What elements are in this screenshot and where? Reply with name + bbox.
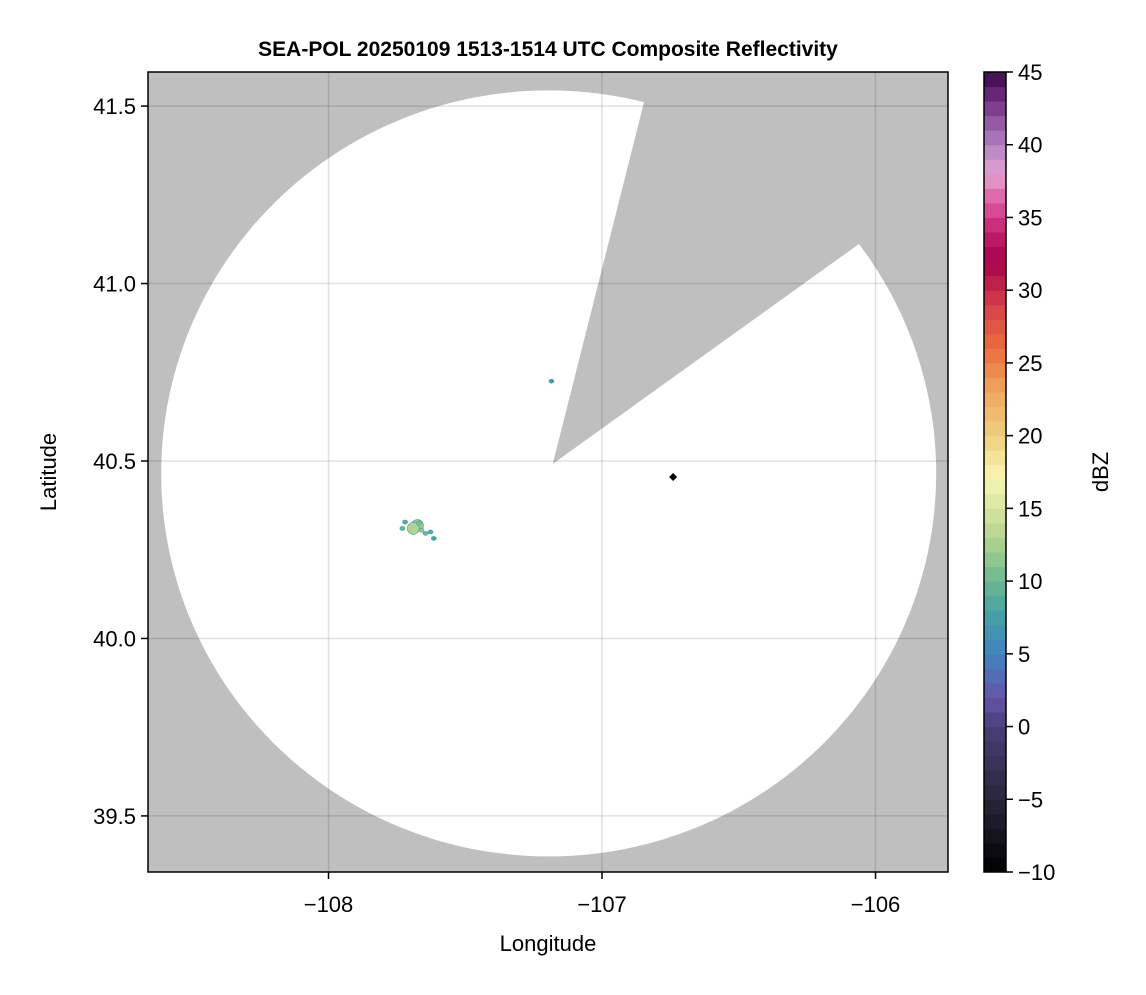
colorbar-band — [984, 653, 1006, 669]
reflectivity-echo — [406, 522, 420, 535]
colorbar-band — [984, 232, 1006, 248]
colorbar-tick-label: 0 — [1018, 715, 1030, 740]
x-axis: −108 −107 −106 — [304, 872, 901, 917]
colorbar-tick-label: 45 — [1018, 60, 1042, 85]
colorbar-band — [984, 435, 1006, 451]
colorbar-band — [984, 639, 1006, 655]
colorbar-band — [984, 173, 1006, 189]
colorbar-band — [984, 202, 1006, 218]
colorbar-band — [984, 508, 1006, 524]
y-tick-label: 41.0 — [93, 272, 136, 297]
y-tick-label: 41.5 — [93, 94, 136, 119]
x-tick-label: −108 — [304, 892, 354, 917]
colorbar-band — [984, 86, 1006, 102]
colorbar-tick-label: 10 — [1018, 569, 1042, 594]
colorbar-band — [984, 101, 1006, 117]
reflectivity-echo — [422, 531, 429, 536]
y-axis-label: Latitude — [36, 433, 61, 511]
colorbar-band — [984, 130, 1006, 146]
colorbar-tick-label: 20 — [1018, 424, 1042, 449]
reflectivity-echo — [415, 520, 422, 526]
colorbar-band — [984, 552, 1006, 568]
colorbar-band — [984, 479, 1006, 495]
colorbar-band — [984, 115, 1006, 131]
location-marker — [669, 472, 678, 481]
colorbar-frame — [983, 71, 1007, 873]
colorbar-tick-label: 35 — [1018, 205, 1042, 230]
colorbar-band — [984, 682, 1006, 698]
colorbar-band — [984, 770, 1006, 786]
blocked-sector — [552, 72, 948, 464]
colorbar-tick-label: 15 — [1018, 496, 1042, 521]
colorbar-band — [984, 784, 1006, 800]
colorbar-band — [984, 144, 1006, 160]
colorbar-band — [984, 261, 1006, 277]
reflectivity-echo — [431, 536, 437, 541]
colorbar-band — [984, 406, 1006, 422]
colorbar-band — [984, 421, 1006, 437]
colorbar-tick-label: 30 — [1018, 278, 1042, 303]
colorbar-band — [984, 668, 1006, 684]
colorbar-band — [984, 246, 1006, 262]
colorbar-band — [984, 799, 1006, 815]
colorbar-tick-label: −10 — [1018, 860, 1055, 885]
colorbar-band — [984, 362, 1006, 378]
colorbar-band — [984, 697, 1006, 713]
reflectivity-echo — [402, 519, 408, 525]
colorbar-band — [984, 333, 1006, 349]
x-tick-label: −107 — [577, 892, 627, 917]
colorbar: −10 −5 0 5 10 15 20 25 30 35 40 45 — [983, 60, 1055, 885]
colorbar-tick-label: 5 — [1018, 642, 1030, 667]
colorbar-band — [984, 493, 1006, 509]
plot-frame — [147, 71, 949, 873]
y-axis: 39.5 40.0 40.5 41.0 41.5 — [93, 94, 148, 829]
colorbar-band — [984, 319, 1006, 335]
colorbar-band — [984, 275, 1006, 291]
colorbar-band — [984, 72, 1006, 88]
x-axis-label: Longitude — [500, 931, 597, 956]
colorbar-band — [984, 581, 1006, 597]
reflectivity-echo — [399, 526, 406, 531]
colorbar-band — [984, 159, 1006, 175]
reflectivity-echo — [418, 527, 425, 533]
colorbar-band — [984, 755, 1006, 771]
colorbar-band — [984, 304, 1006, 320]
colorbar-label: dBZ — [1088, 452, 1113, 492]
colorbar-tick-label: 40 — [1018, 133, 1042, 158]
colorbar-band — [984, 842, 1006, 858]
reflectivity-echo — [427, 529, 434, 535]
y-tick-label: 39.5 — [93, 804, 136, 829]
colorbar-band — [984, 377, 1006, 393]
colorbar-band — [984, 450, 1006, 466]
colorbar-band — [984, 610, 1006, 626]
colorbar-band — [984, 217, 1006, 233]
colorbar-tick-label: 25 — [1018, 351, 1042, 376]
colorbar-band — [984, 624, 1006, 640]
colorbar-band — [984, 726, 1006, 742]
colorbar-band — [984, 741, 1006, 757]
colorbar-band — [984, 857, 1006, 873]
colorbar-band — [984, 348, 1006, 364]
colorbar-band — [984, 566, 1006, 582]
colorbar-band — [984, 828, 1006, 844]
y-tick-label: 40.5 — [93, 449, 136, 474]
colorbar-band — [984, 290, 1006, 306]
reflectivity-echo — [548, 378, 555, 384]
colorbar-band — [984, 712, 1006, 728]
chart-title: SEA-POL 20250109 1513-1514 UTC Composite… — [258, 38, 838, 61]
x-tick-label: −106 — [851, 892, 901, 917]
colorbar-band — [984, 537, 1006, 553]
y-tick-label: 40.0 — [93, 626, 136, 651]
colorbar-band — [984, 813, 1006, 829]
colorbar-band — [984, 595, 1006, 611]
colorbar-band — [984, 464, 1006, 480]
colorbar-band — [984, 392, 1006, 408]
colorbar-tick-label: −5 — [1018, 787, 1043, 812]
plot-area — [148, 72, 948, 872]
colorbar-band — [984, 522, 1006, 538]
colorbar-band — [984, 188, 1006, 204]
